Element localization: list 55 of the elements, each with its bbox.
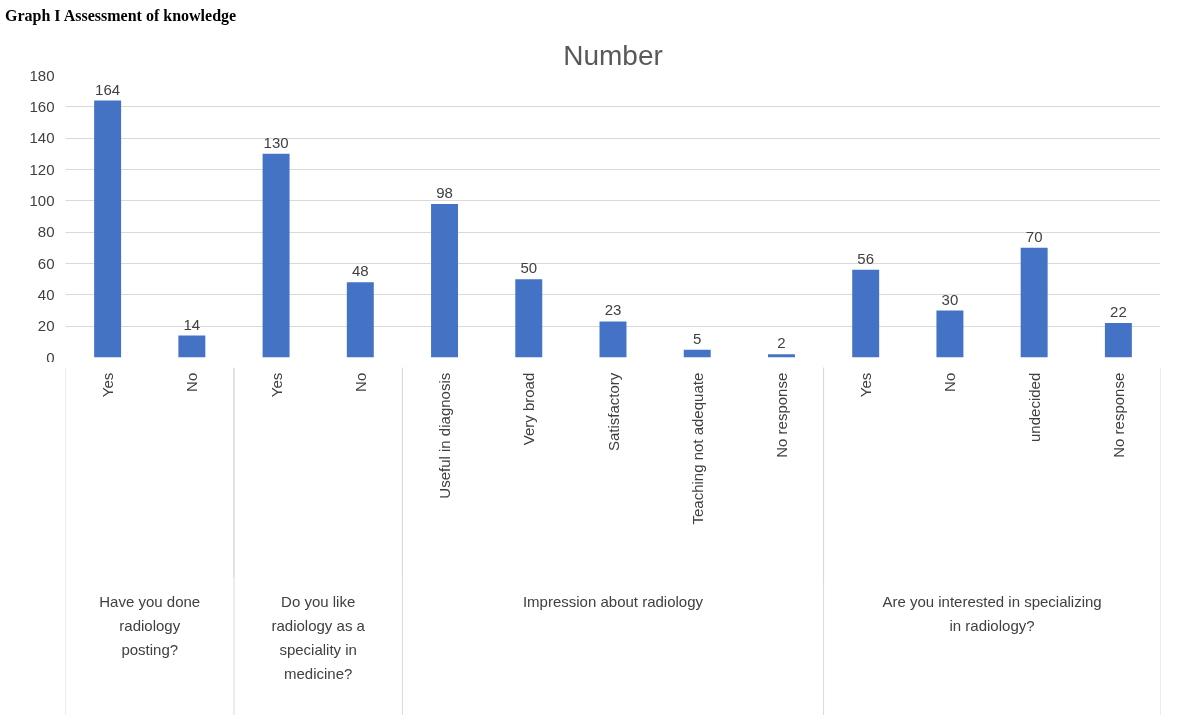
y-tick-label: 120 [29,160,55,178]
y-tick-label: 60 [37,254,55,272]
bar [599,321,627,358]
y-tick-label: 180 [29,66,55,84]
data-label: 30 [941,290,959,308]
bar [936,310,964,358]
y-tick-label: 80 [37,223,55,241]
y-tick-label: 140 [29,129,55,147]
x-tick-label: Yes [267,372,285,398]
data-label: 98 [436,183,453,201]
data-label: 164 [95,80,121,98]
x-tick-label: No response [772,372,790,458]
x-tick-label: Yes [857,372,875,398]
bar [515,279,543,358]
y-tick-label: 160 [29,97,55,115]
x-tick-label: No [941,372,959,392]
bar [94,100,122,358]
x-tick-label: Satisfactory [604,372,622,452]
x-tick-label: No response [1109,372,1127,458]
x-tick-label: Useful in diagnosis [436,372,454,499]
y-tick-label: 20 [37,317,55,335]
text: Do you like radiology as a speciality in medicine? [271,593,366,682]
data-label: 2 [777,334,786,352]
x-tick-label: No [183,372,201,392]
x-tick-label: Very broad [520,372,538,446]
text: Graph I Assessment of knowledge [5,7,237,24]
data-label: 56 [857,249,875,267]
text: Impression about radiology [522,593,704,611]
text: Are you interested in specializing in radiology? [882,593,1102,635]
data-label: 70 [1025,227,1043,245]
text: Have you done radiology posting? [99,593,201,658]
data-label: 50 [520,259,538,277]
data-label: 5 [693,329,702,347]
bar [1104,323,1132,358]
bar [683,349,711,358]
y-tick-label: 0 [46,348,55,366]
data-label: 48 [351,262,369,280]
bar [767,354,795,358]
y-tick-label: 40 [37,285,55,303]
x-tick-label: No [351,372,369,392]
data-label: 22 [1110,303,1127,321]
x-tick-label: Teaching not adequate [688,372,706,525]
bar [262,153,290,358]
y-tick-label: 100 [29,191,55,209]
bar [431,203,459,358]
data-label: 130 [263,133,289,151]
data-label: 14 [183,315,201,333]
bar [346,282,374,358]
bar [178,335,206,358]
data-label: 23 [604,301,622,319]
x-tick-label: Yes [99,372,117,398]
x-tick-label: undecided [1025,372,1043,442]
chart-title: Number [563,39,663,71]
bar [852,269,880,358]
bar [1020,247,1048,358]
